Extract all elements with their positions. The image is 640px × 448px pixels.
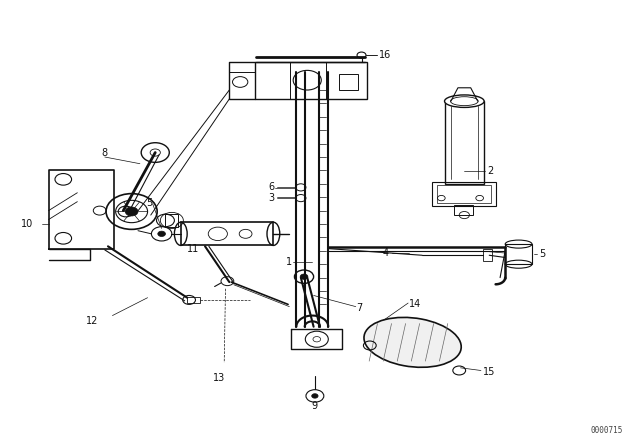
- Circle shape: [125, 207, 138, 216]
- Bar: [437, 185, 491, 202]
- Text: 11: 11: [188, 244, 200, 254]
- Bar: [255, 62, 367, 99]
- Bar: [166, 214, 178, 227]
- Bar: [180, 222, 273, 246]
- Text: 0000715: 0000715: [591, 426, 623, 435]
- Text: 15: 15: [483, 367, 495, 377]
- Ellipse shape: [267, 222, 280, 246]
- Ellipse shape: [445, 95, 484, 108]
- Text: 4: 4: [383, 248, 389, 258]
- Text: 14: 14: [410, 299, 422, 310]
- Text: 7: 7: [356, 303, 363, 313]
- Text: 6: 6: [268, 182, 274, 192]
- Bar: [445, 101, 484, 184]
- Text: 16: 16: [379, 50, 391, 60]
- Text: 10: 10: [21, 219, 33, 229]
- Ellipse shape: [364, 317, 461, 367]
- Bar: [432, 181, 495, 206]
- Text: 1: 1: [286, 257, 292, 267]
- Bar: [339, 74, 358, 90]
- Text: 5: 5: [146, 198, 152, 207]
- Text: 8: 8: [102, 147, 108, 158]
- Circle shape: [312, 394, 318, 398]
- Ellipse shape: [174, 222, 187, 246]
- Circle shape: [300, 274, 308, 280]
- Text: 9: 9: [312, 401, 318, 411]
- Bar: [454, 205, 473, 215]
- Text: 13: 13: [213, 373, 225, 383]
- Ellipse shape: [505, 260, 532, 268]
- Ellipse shape: [505, 240, 532, 248]
- Text: 5: 5: [540, 250, 546, 259]
- Circle shape: [158, 231, 166, 237]
- Bar: [187, 297, 200, 303]
- Bar: [505, 244, 532, 264]
- Text: 2: 2: [487, 166, 493, 177]
- Text: 3: 3: [268, 193, 274, 203]
- Text: 12: 12: [86, 316, 98, 326]
- Bar: [483, 250, 492, 261]
